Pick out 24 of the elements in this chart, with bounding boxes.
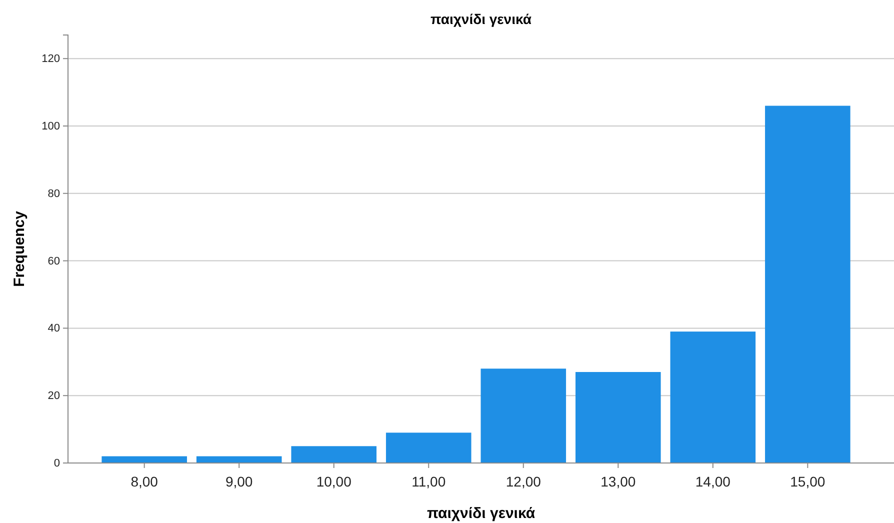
- bar: [386, 432, 472, 463]
- bar: [291, 446, 376, 463]
- y-axis-title: Frequency: [11, 210, 28, 287]
- y-tick-label: 100: [42, 120, 60, 133]
- bar: [480, 368, 566, 463]
- bar: [670, 332, 756, 463]
- x-tick-label: 13,00: [600, 473, 636, 490]
- bar: [576, 372, 661, 463]
- x-tick-label: 10,00: [316, 473, 352, 490]
- y-tick-label: 120: [42, 53, 60, 66]
- x-tick-label: 8,00: [130, 473, 158, 490]
- y-tick-label: 80: [48, 188, 60, 200]
- chart-title: παιχνίδι γενικά: [430, 11, 532, 27]
- bar: [765, 106, 850, 463]
- y-tick-label: 40: [48, 322, 60, 335]
- y-tick-label: 20: [48, 390, 60, 402]
- y-tick-label: 0: [54, 458, 60, 470]
- y-tick-label: 60: [48, 255, 60, 268]
- x-tick-label: 14,00: [695, 473, 731, 490]
- x-tick-label: 12,00: [506, 473, 542, 490]
- x-tick-label: 9,00: [225, 473, 253, 490]
- x-tick-label: 11,00: [412, 473, 446, 490]
- x-axis-title: παιχνίδι γενικά: [426, 505, 536, 522]
- x-tick-label: 15,00: [790, 473, 826, 490]
